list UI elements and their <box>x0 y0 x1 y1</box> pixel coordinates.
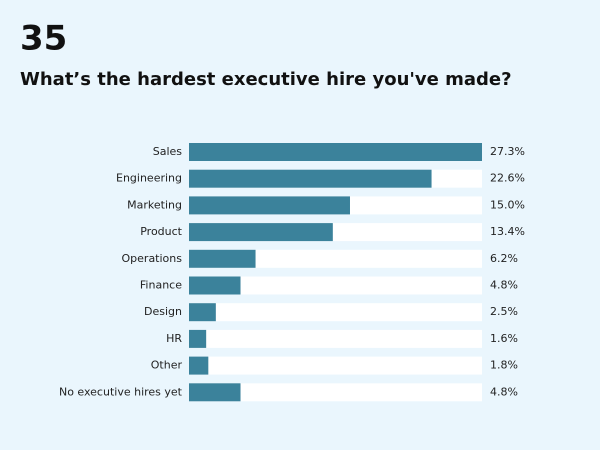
value-label: 15.0% <box>490 198 525 211</box>
value-label: 2.5% <box>490 305 518 318</box>
bar <box>189 223 333 242</box>
category-label: HR <box>166 332 182 345</box>
category-label: Design <box>144 305 182 318</box>
value-label: 6.2% <box>490 252 518 265</box>
bar-track <box>189 303 482 322</box>
bar-track <box>189 356 482 375</box>
value-label: 1.6% <box>490 332 518 345</box>
bar <box>189 329 207 348</box>
bar-track <box>189 383 482 402</box>
value-label: 4.8% <box>490 385 518 398</box>
category-label: Sales <box>153 145 183 158</box>
category-label: Product <box>140 225 182 238</box>
bar <box>189 276 241 295</box>
bar-track <box>189 276 482 295</box>
bar <box>189 383 241 402</box>
value-label: 1.8% <box>490 359 518 372</box>
bar <box>189 249 256 268</box>
chart-title: What’s the hardest executive hire you've… <box>20 69 512 90</box>
bar <box>189 143 482 161</box>
category-label: Marketing <box>127 198 182 211</box>
bar-track <box>189 249 482 268</box>
bar <box>189 196 350 215</box>
bar-track <box>189 329 482 348</box>
category-label: Engineering <box>116 172 182 185</box>
bar <box>189 303 216 322</box>
bar <box>189 169 432 188</box>
value-label: 13.4% <box>490 225 525 238</box>
value-label: 22.6% <box>490 172 525 185</box>
category-label: No executive hires yet <box>59 385 183 398</box>
bar <box>189 356 209 375</box>
category-label: Finance <box>140 279 182 292</box>
question-number: 35 <box>20 19 67 59</box>
value-label: 4.8% <box>490 279 518 292</box>
category-label: Operations <box>122 252 183 265</box>
value-label: 27.3% <box>490 145 525 158</box>
category-label: Other <box>151 359 183 372</box>
